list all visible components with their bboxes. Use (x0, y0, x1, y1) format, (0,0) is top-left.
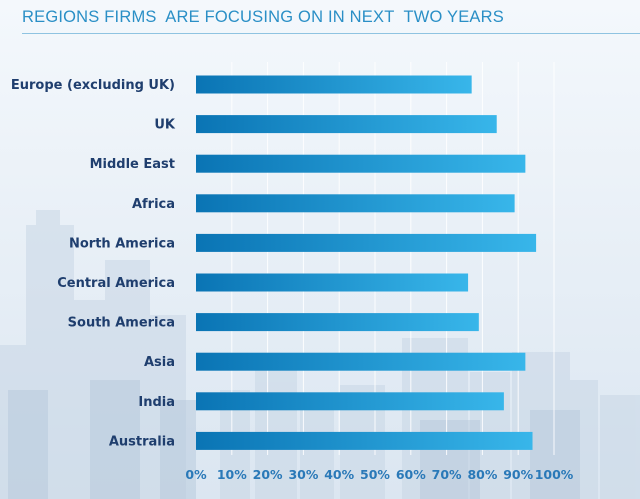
chart-title: REGIONS FIRMS ARE FOCUSING ON IN NEXT TW… (22, 8, 504, 26)
tick-label: 90% (503, 467, 533, 482)
tick-label: 0% (185, 467, 207, 482)
category-label: South America (68, 316, 175, 331)
title-divider (22, 33, 640, 34)
category-label: UK (154, 118, 176, 133)
tick-label: 40% (324, 467, 354, 482)
bars (196, 75, 537, 450)
bar (196, 194, 515, 213)
bar (196, 273, 469, 292)
tick-label: 10% (217, 467, 247, 482)
tick-label: 70% (432, 467, 462, 482)
tick-label: 60% (396, 467, 426, 482)
bar (196, 154, 526, 173)
x-axis-tick-labels: 0% 10% 20% 30% 40% 50% 60% 70% 80% 90% 100% (185, 467, 573, 482)
tick-label: 30% (288, 467, 318, 482)
category-label: Central America (57, 276, 175, 291)
category-labels: Europe (excluding UK) UK Middle East Africa… (11, 78, 176, 449)
tick-label: 80% (467, 467, 497, 482)
bar (196, 233, 537, 252)
bar (196, 431, 533, 450)
category-label: India (138, 395, 175, 410)
category-label: Australia (109, 434, 175, 449)
bar (196, 313, 479, 332)
category-label: Middle East (90, 157, 175, 172)
tick-label: 50% (360, 467, 390, 482)
category-label: Asia (144, 355, 175, 370)
tick-label: 100% (535, 467, 574, 482)
bar (196, 352, 526, 371)
category-label: North America (69, 236, 175, 251)
category-label: Africa (132, 197, 175, 212)
bar (196, 115, 497, 134)
category-label: Europe (excluding UK) (11, 78, 175, 93)
bar (196, 75, 472, 94)
tick-label: 20% (253, 467, 283, 482)
bar (196, 392, 504, 411)
